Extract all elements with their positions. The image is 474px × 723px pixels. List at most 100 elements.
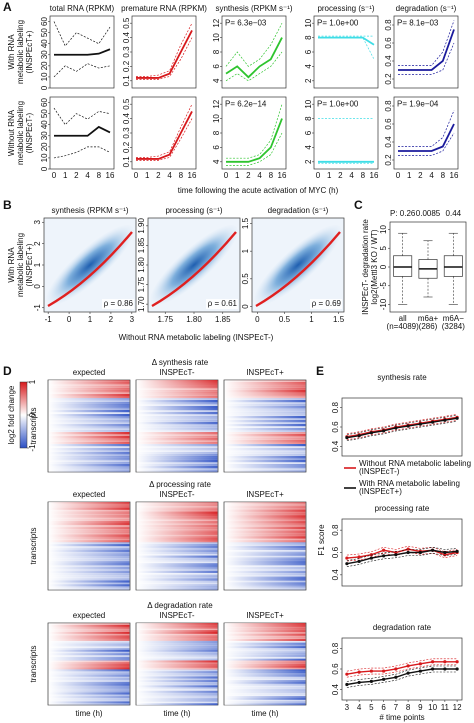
heatmap-row (224, 557, 306, 560)
heatmap-row (224, 524, 306, 528)
x-tick-label: 1.5 (333, 315, 345, 324)
heatmap-row (48, 540, 130, 543)
data-point (394, 667, 398, 671)
heatmap-row (48, 454, 130, 457)
heatmap-row (224, 398, 306, 401)
heatmap-row (224, 456, 306, 459)
y-axis-label: metabolic labeling (16, 233, 25, 297)
heatmap-row (136, 635, 218, 638)
heatmap-row (48, 517, 130, 520)
data-line (54, 48, 111, 56)
heatmap-row (48, 528, 130, 531)
heatmap-row (224, 388, 306, 391)
heatmap-row (136, 703, 218, 706)
heatmap-row (224, 511, 306, 514)
heatmap-row (224, 460, 306, 463)
heatmap-row (224, 667, 306, 670)
heatmap-row (136, 517, 218, 520)
x-tick-label: 2 (74, 171, 79, 180)
y-tick-label: 4 (304, 64, 313, 69)
heatmap-row (136, 699, 218, 702)
data-point (357, 559, 361, 564)
data-point (369, 669, 373, 673)
heatmap-row (224, 697, 306, 700)
y-tick-label: 0.4 (331, 569, 340, 581)
x-axis-label: time (h) (163, 709, 190, 718)
x-tick-label: m6A− (443, 314, 464, 323)
heatmap-row (136, 544, 218, 547)
heatmap-row (136, 462, 218, 465)
heatmap-row (136, 458, 218, 461)
heatmap-row (224, 690, 306, 693)
heatmap-row (224, 402, 306, 405)
heatmap-row (136, 588, 218, 591)
heatmap-row (224, 442, 306, 445)
y-tick-label: 1 (33, 262, 42, 267)
heatmap-row (48, 404, 130, 407)
density-cloud (46, 225, 134, 305)
heatmap-row (136, 563, 218, 566)
colorbar-tick-label: 0 (28, 412, 37, 417)
band-line (346, 545, 458, 556)
heatmap-row (224, 703, 306, 706)
heatmap-row (224, 532, 306, 535)
heatmap-row (48, 546, 130, 549)
heatmap-row (224, 448, 306, 451)
heatmap-row (136, 546, 218, 549)
heatmap-row (48, 524, 130, 528)
heatmap-row (48, 660, 130, 663)
heatmap-row (136, 640, 218, 643)
x-tick-label: 0 (316, 171, 321, 180)
heatmap-row (48, 631, 130, 634)
y-tick-label: 0.4 (122, 112, 131, 124)
heatmap-row (48, 526, 130, 529)
heatmap-row (224, 553, 306, 556)
heatmap-row (224, 626, 306, 629)
heatmap-row (224, 530, 306, 533)
colorbar-label: log2 fold change (7, 385, 16, 444)
y-tick-label: 10 (40, 72, 49, 81)
x-tick-label: 4 (349, 171, 354, 180)
heatmap-row (224, 678, 306, 681)
x-tick-label: 6 (381, 703, 386, 712)
heatmap-row (224, 671, 306, 674)
heatmap-row (136, 549, 218, 552)
y-tick-label: 0.3 (122, 127, 131, 139)
heatmap-row (48, 505, 130, 508)
x-tick-label: 1 (88, 315, 93, 324)
heatmap-row (136, 460, 218, 463)
heatmap-row (136, 582, 218, 585)
heatmap-row (48, 694, 130, 697)
heatmap-row (48, 396, 130, 399)
heatmap-row (136, 561, 218, 564)
heatmap-row (136, 404, 218, 407)
x-tick-label: 8 (361, 171, 366, 180)
heatmap-row (48, 653, 130, 656)
heatmap-row (136, 440, 218, 443)
heatmap-row (224, 444, 306, 447)
y-tick-label: 2 (304, 159, 313, 164)
panel-letter: A (3, 0, 12, 14)
x-tick-label: 12 (453, 703, 462, 712)
x-tick-label: m6a+ (418, 314, 439, 323)
heatmap-row (48, 422, 130, 425)
heatmap-row (136, 692, 218, 695)
heatmap-row (136, 671, 218, 674)
y-tick-label: 10 (379, 225, 388, 234)
heatmap-row (136, 576, 218, 579)
data-point (394, 553, 398, 557)
heatmap-row (48, 672, 130, 675)
p-value: P= 6.2e−14 (225, 100, 267, 109)
rho: ρ = 0.61 (208, 299, 238, 308)
data-point (418, 669, 422, 673)
heatmap-row (136, 646, 218, 649)
heatmap-row (48, 669, 130, 672)
data-point (382, 554, 386, 558)
y-tick-label: 0.8 (331, 402, 340, 414)
y-tick-label: 0.6 (331, 421, 340, 433)
data-point (406, 664, 410, 668)
heatmap-row (48, 458, 130, 461)
heatmap-row (48, 502, 130, 505)
heatmap-row (48, 623, 130, 625)
heatmap-row (48, 513, 130, 516)
